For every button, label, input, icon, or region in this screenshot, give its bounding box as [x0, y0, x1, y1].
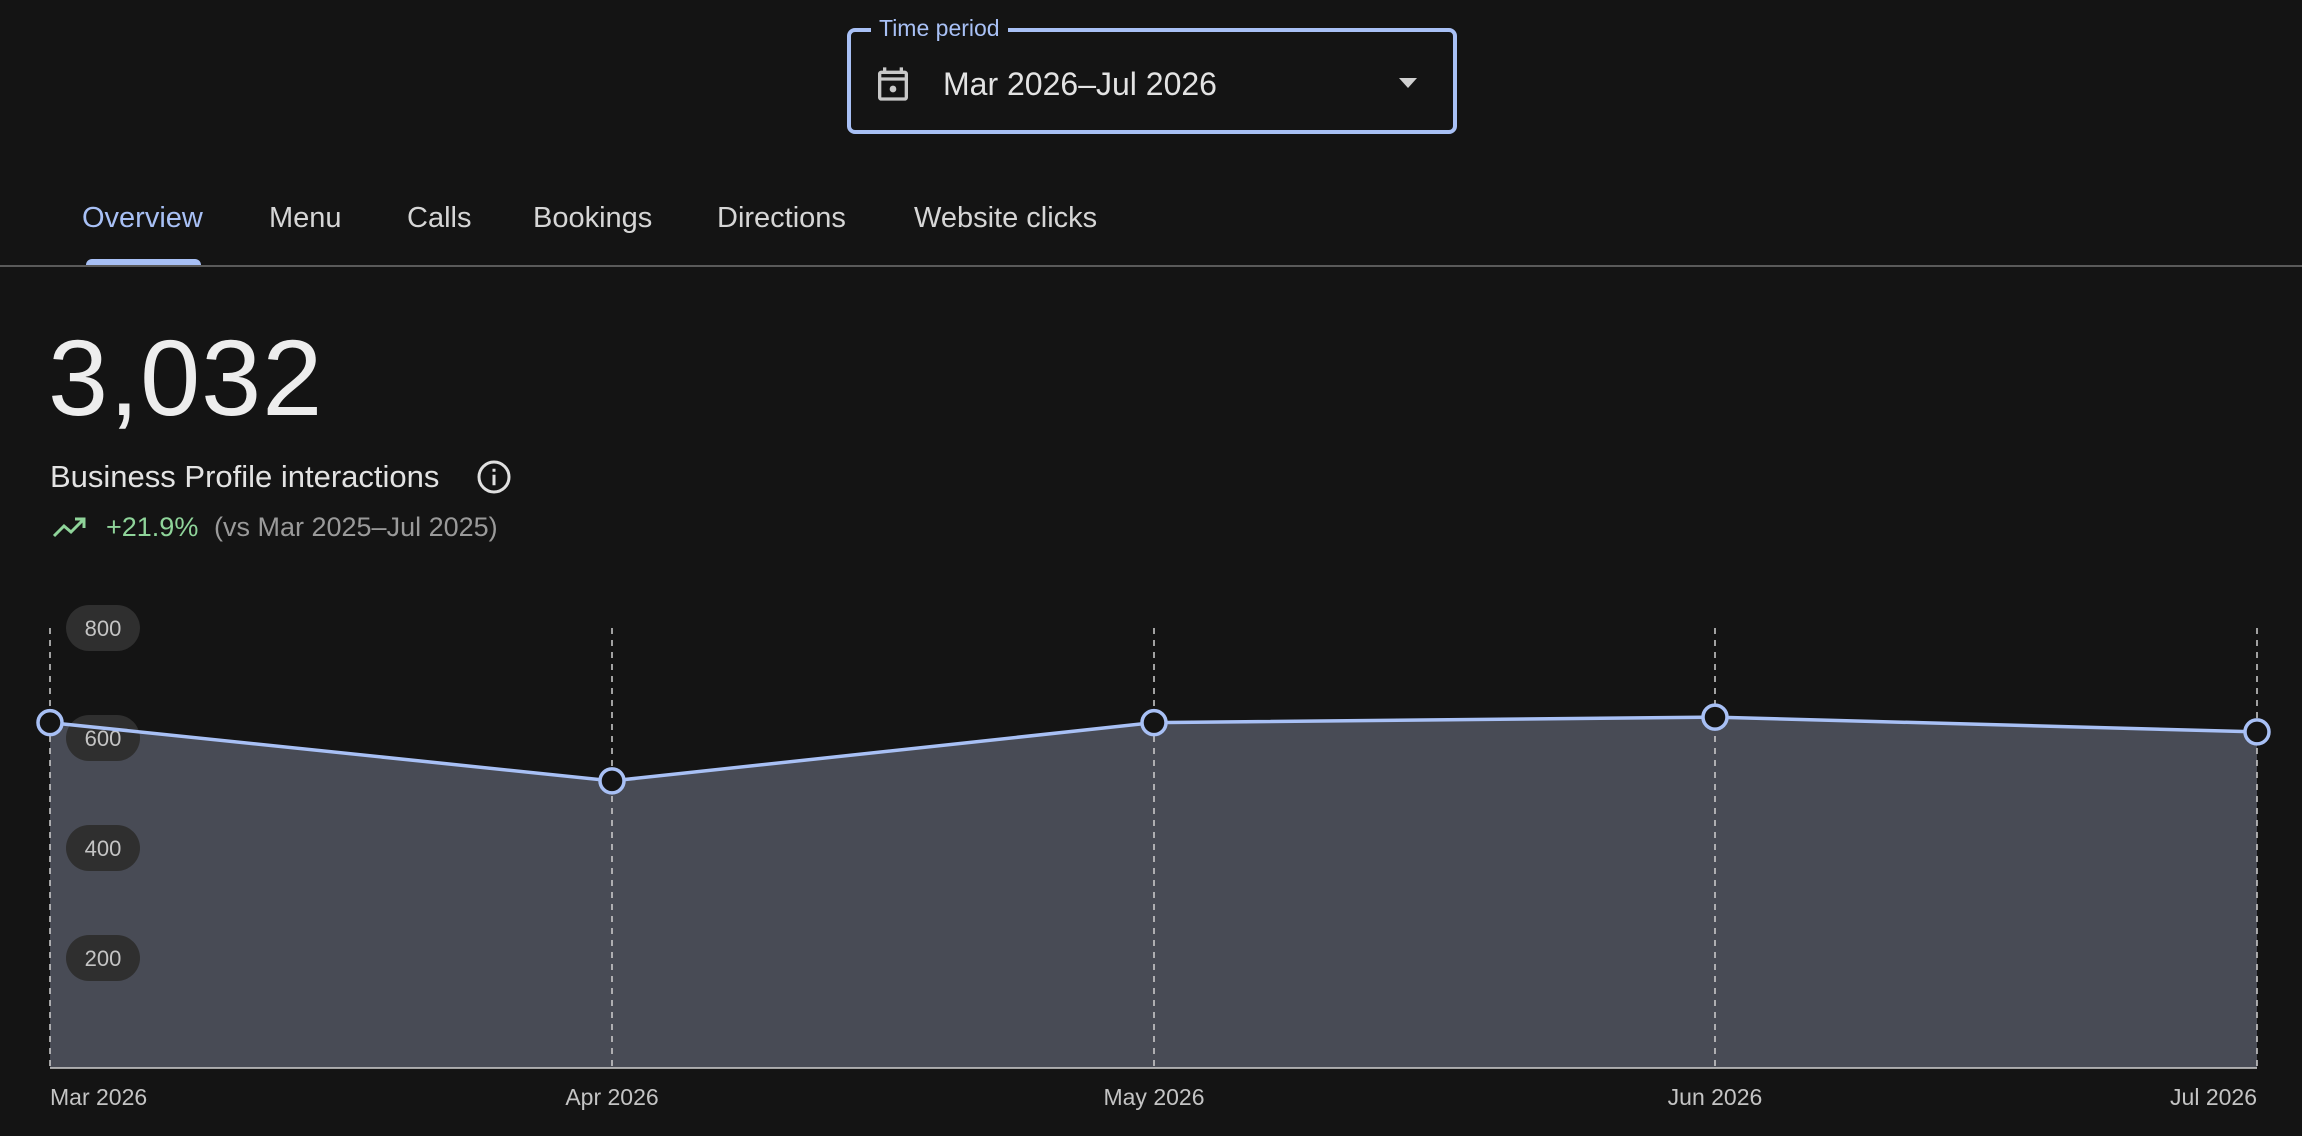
y-tick-label-200: 200	[85, 946, 122, 971]
arrow-drop-down-icon[interactable]	[1397, 76, 1419, 90]
tab-menu[interactable]: Menu	[269, 202, 342, 234]
trend-comparison: (vs Mar 2025–Jul 2025)	[214, 512, 498, 542]
tab-bar: Overview Menu Calls Bookings Directions …	[0, 170, 2302, 267]
tab-calls[interactable]: Calls	[407, 202, 472, 234]
time-period-value: Mar 2026–Jul 2026	[943, 66, 1217, 102]
x-tick-label-apr-2026: Apr 2026	[565, 1084, 658, 1110]
tab-overview[interactable]: Overview	[82, 202, 203, 234]
trending-up-icon	[52, 517, 86, 538]
y-tick-label-800: 800	[85, 616, 122, 641]
tab-directions[interactable]: Directions	[717, 202, 846, 234]
x-tick-label-jul-2026: Jul 2026	[2170, 1084, 2257, 1110]
tab-website-clicks[interactable]: Website clicks	[914, 202, 1098, 234]
y-tick-pill-400	[66, 825, 140, 871]
trend-delta: +21.9%	[106, 512, 199, 542]
time-period-label: Time period	[871, 14, 1008, 42]
calendar-icon	[878, 67, 908, 101]
tab-bookings[interactable]: Bookings	[533, 202, 653, 234]
data-point-may-2026[interactable]	[1140, 708, 1168, 737]
x-tick-label-may-2026: May 2026	[1103, 1084, 1204, 1110]
time-period-select[interactable]: Time period Mar 2026–Jul 2026	[847, 14, 1457, 134]
interactions-label: Business Profile interactions	[50, 459, 440, 494]
y-tick-pill-800	[66, 605, 140, 651]
active-tab-indicator	[86, 259, 201, 265]
info-icon[interactable]	[476, 459, 512, 495]
data-point-jul-2026[interactable]	[2243, 718, 2271, 746]
x-tick-label-jun-2026: Jun 2026	[1668, 1084, 1763, 1110]
y-tick-pill-200	[66, 935, 140, 981]
data-point-apr-2026[interactable]	[598, 767, 626, 795]
data-point-mar-2026[interactable]	[36, 708, 64, 737]
x-tick-label-mar-2026: Mar 2026	[50, 1084, 147, 1110]
data-point-jun-2026[interactable]	[1701, 703, 1729, 731]
y-tick-label-400: 400	[85, 836, 122, 861]
interactions-total: 3,032	[48, 317, 324, 438]
